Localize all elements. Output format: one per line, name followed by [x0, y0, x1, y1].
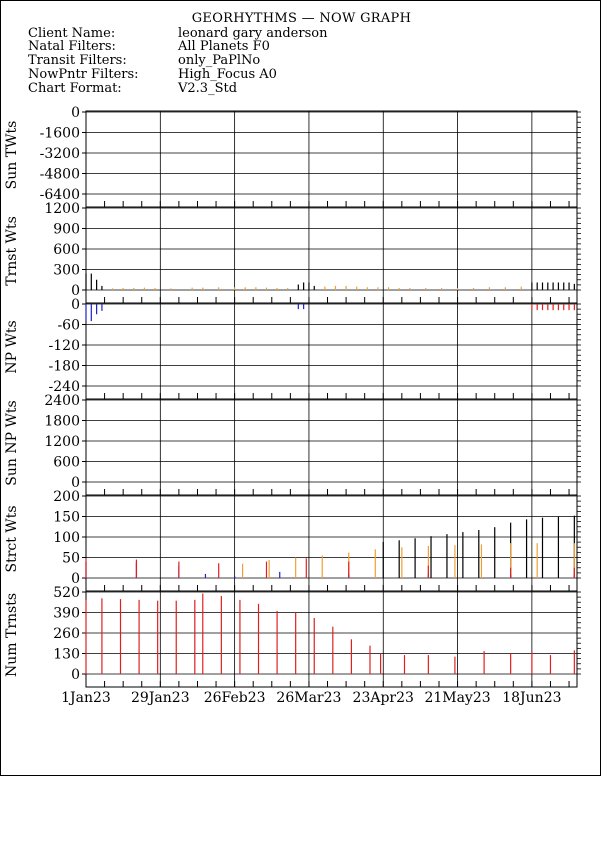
x-tick-label: 21May23 [424, 690, 490, 706]
x-tick-label: 26Feb23 [204, 690, 266, 706]
panel-frame [85, 302, 578, 400]
natal-filters-value: All Planets F0 [178, 39, 270, 54]
chart-frame [0, 0, 601, 776]
panel-frame [85, 206, 578, 304]
y-tick-label: -120 [49, 338, 80, 354]
y-tick-label: -6400 [40, 187, 80, 203]
y-tick-label: -60 [57, 318, 80, 334]
y-tick-label: 600 [53, 242, 80, 258]
panel-frame [85, 398, 578, 496]
y-tick-label: 0 [71, 667, 80, 683]
y-axis-label: NP Wts [4, 320, 20, 373]
y-tick-label: 0 [71, 297, 80, 313]
y-tick-label: 0 [71, 283, 80, 299]
y-tick-label: -3200 [40, 146, 80, 162]
y-tick-label: -4800 [40, 167, 80, 183]
y-tick-label: -1600 [40, 126, 80, 142]
client-name-value: leonard gary anderson [178, 26, 328, 41]
y-tick-label: 260 [53, 626, 80, 642]
y-axis-label: Sun NP Wts [4, 400, 20, 485]
y-tick-label: 1200 [44, 434, 80, 450]
y-tick-label: 390 [53, 606, 80, 622]
y-tick-label: 300 [53, 263, 80, 279]
y-tick-label: -240 [49, 379, 80, 395]
y-tick-label: 50 [62, 551, 80, 567]
y-tick-label: 600 [53, 455, 80, 471]
nowpntr-filters-label: NowPntr Filters: [28, 67, 139, 82]
y-tick-label: 1800 [44, 414, 80, 430]
y-tick-label: 200 [53, 489, 80, 505]
client-name-row: Client Name: leonard gary anderson [28, 27, 327, 41]
y-tick-label: 900 [53, 222, 80, 238]
chart-format-label: Chart Format: [28, 81, 122, 96]
y-tick-label: 130 [53, 647, 80, 663]
y-tick-label: 0 [71, 475, 80, 491]
y-tick-label: 0 [71, 105, 80, 121]
y-axis-label: Num Trnsts [4, 593, 20, 677]
y-tick-label: -180 [49, 359, 80, 375]
y-tick-label: 520 [53, 585, 80, 601]
y-tick-label: 2400 [44, 393, 80, 409]
transit-filters-value: only_PaPlNo [178, 53, 261, 68]
y-axis-label: Strct Wts [4, 505, 20, 572]
y-tick-label: 150 [53, 510, 80, 526]
panel-frame [85, 110, 578, 208]
y-axis-label: Trnst Wts [4, 216, 20, 286]
natal-filters-row: Natal Filters: All Planets F0 [28, 40, 270, 54]
y-axis-label: Sun TWts [4, 121, 20, 190]
natal-filters-label: Natal Filters: [28, 39, 116, 54]
panel-frame [85, 494, 578, 592]
client-name-label: Client Name: [28, 26, 116, 41]
chart-format-row: Chart Format: V2.3_Std [28, 82, 237, 96]
x-tick-label: 29Jan23 [131, 690, 190, 706]
x-tick-label: 1Jan23 [61, 690, 111, 706]
x-tick-label: 26Mar23 [276, 690, 341, 706]
nowpntr-filters-row: NowPntr Filters: High_Focus A0 [28, 68, 277, 82]
panel-frame [85, 590, 578, 688]
transit-filters-row: Transit Filters: only_PaPlNo [28, 54, 260, 68]
y-tick-label: 1200 [44, 201, 80, 217]
chart-title: GEORHYTHMS — NOW GRAPH [191, 11, 412, 26]
chart-format-value: V2.3_Std [178, 81, 238, 96]
x-tick-label: 23Apr23 [353, 690, 414, 706]
y-tick-label: 100 [53, 530, 80, 546]
nowpntr-filters-value: High_Focus A0 [178, 67, 277, 82]
x-tick-label: 18Jun23 [502, 690, 561, 706]
y-tick-label: 0 [71, 571, 80, 587]
transit-filters-label: Transit Filters: [28, 53, 127, 68]
